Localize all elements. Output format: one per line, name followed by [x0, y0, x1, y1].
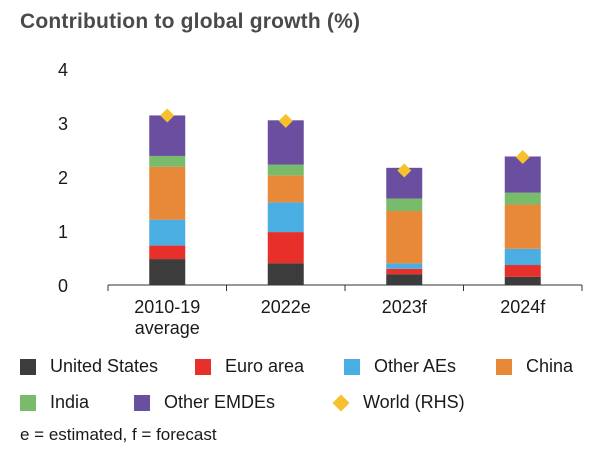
x-tick-label: average — [135, 318, 200, 338]
chart-title: Contribution to global growth (%) — [20, 10, 361, 33]
bar-segment-euro-area — [149, 245, 186, 260]
bar-segment-china — [149, 166, 186, 220]
bar-segment-euro-area — [504, 265, 541, 277]
world-marker — [515, 150, 530, 165]
bar-segment-other-aes — [504, 248, 541, 266]
world-marker — [160, 108, 175, 123]
bar-segment-united-states — [504, 276, 541, 285]
bars — [149, 115, 541, 285]
bar-segment-other-aes — [386, 263, 423, 269]
y-tick-label: 1 — [58, 222, 68, 242]
bar-segment-euro-area — [267, 232, 304, 264]
bar-segment-china — [386, 211, 423, 264]
bar-segment-united-states — [267, 263, 304, 285]
bar-segment-other-aes — [149, 219, 186, 246]
y-tick-label: 3 — [58, 114, 68, 134]
y-tick-label: 2 — [58, 168, 68, 188]
bar-segment-india — [386, 198, 423, 212]
bar-segment-united-states — [386, 274, 423, 285]
bar-segment-united-states — [149, 259, 186, 285]
x-tick-label: 2023f — [382, 297, 428, 317]
bar-segment-china — [267, 175, 304, 203]
world-marker — [278, 113, 293, 128]
world-marker — [397, 163, 412, 178]
bar-segment-india — [149, 155, 186, 167]
bar-segment-euro-area — [386, 268, 423, 275]
y-tick-label: 4 — [58, 60, 68, 80]
x-tick-label: 2024f — [500, 297, 546, 317]
y-axis: 0 1 2 3 4 — [58, 60, 68, 296]
footnote: e = estimated, f = forecast — [20, 425, 217, 444]
bar-segment-india — [504, 192, 541, 205]
x-tick-label: 2022e — [261, 297, 311, 317]
world-markers — [160, 108, 530, 178]
y-tick-label: 0 — [58, 276, 68, 296]
bar-segment-china — [504, 204, 541, 249]
x-tick-label: 2010-19 — [134, 297, 200, 317]
bar-segment-other-aes — [267, 202, 304, 233]
bar-segment-india — [267, 164, 304, 176]
